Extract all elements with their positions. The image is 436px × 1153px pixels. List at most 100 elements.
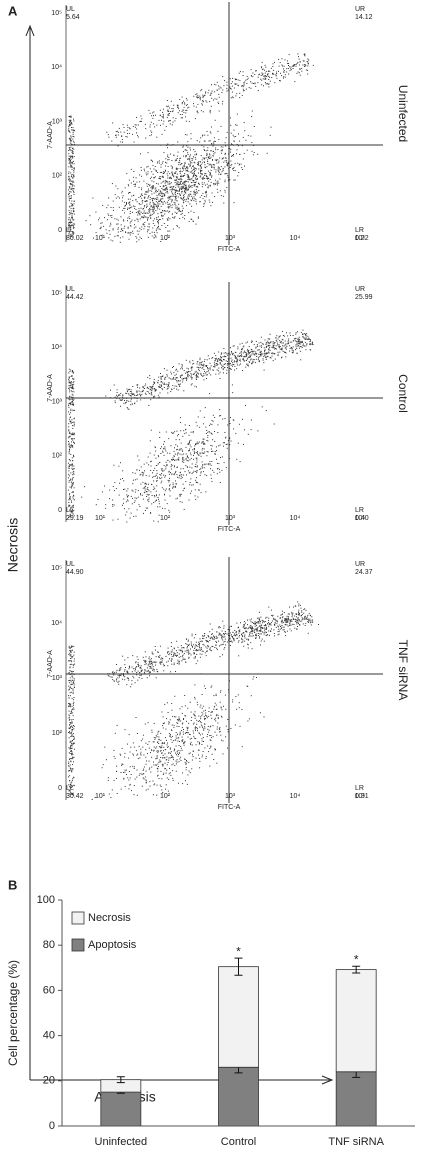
event-dot: [139, 181, 141, 183]
event-dot: [148, 229, 150, 231]
event-dot: [197, 720, 199, 722]
event-dot: [72, 233, 74, 235]
event-dot: [68, 175, 70, 177]
event-dot: [285, 343, 287, 345]
event-dot: [250, 354, 252, 356]
event-dot: [71, 123, 73, 124]
event-dot: [121, 138, 123, 140]
event-dot: [298, 623, 299, 625]
event-dot: [196, 93, 198, 95]
event-dot: [168, 489, 170, 491]
event-dot: [216, 473, 218, 475]
event-dot: [150, 512, 152, 514]
event-dot: [260, 351, 262, 353]
event-dot: [124, 771, 126, 773]
event-dot: [275, 75, 277, 77]
event-dot: [171, 171, 173, 173]
event-dot: [265, 357, 267, 359]
event-dot: [267, 73, 269, 75]
event-dot: [148, 501, 150, 503]
event-dot: [155, 198, 157, 200]
event-dot: [216, 162, 218, 164]
event-dot: [214, 454, 216, 455]
event-dot: [170, 734, 171, 736]
event-dot: [268, 349, 270, 351]
event-dot: [109, 233, 111, 235]
event-dot: [156, 480, 157, 482]
event-dot: [151, 749, 153, 751]
event-dot: [185, 116, 187, 118]
event-dot: [70, 422, 72, 424]
event-dot: [156, 750, 158, 752]
event-dot: [190, 431, 192, 433]
event-dot: [235, 696, 237, 697]
event-dot: [107, 134, 109, 136]
event-dot: [193, 373, 195, 375]
event-dot: [121, 763, 123, 765]
event-dot: [232, 134, 234, 136]
event-dot: [190, 384, 192, 386]
event-dot: [158, 119, 160, 121]
event-dot: [248, 365, 249, 367]
event-dot: [69, 198, 71, 200]
event-dot: [252, 628, 254, 630]
event-dot: [135, 515, 137, 517]
event-dot: [261, 72, 263, 74]
event-dot: [182, 659, 184, 660]
event-dot: [144, 221, 146, 223]
event-dot: [134, 206, 136, 207]
event-dot: [203, 146, 205, 148]
event-dot: [172, 367, 173, 368]
event-dot: [73, 418, 75, 420]
event-dot: [134, 472, 136, 474]
event-dot: [195, 375, 197, 377]
event-dot: [224, 166, 226, 168]
event-dot: [186, 728, 188, 730]
event-dot: [137, 753, 139, 755]
event-dot: [206, 183, 208, 185]
event-dot: [138, 390, 140, 392]
event-dot: [156, 136, 158, 138]
event-dot: [147, 152, 149, 154]
event-dot: [207, 92, 209, 94]
event-dot: [291, 351, 293, 353]
event-dot: [248, 352, 250, 354]
event-dot: [260, 640, 262, 642]
event-dot: [265, 83, 267, 85]
event-dot: [111, 676, 113, 678]
event-dot: [139, 387, 141, 389]
event-dot: [284, 351, 285, 353]
event-dot: [210, 92, 212, 94]
event-dot: [69, 516, 71, 518]
event-dot: [225, 708, 227, 710]
event-dot: [143, 766, 145, 768]
event-dot: [232, 353, 234, 355]
event-dot: [169, 198, 171, 200]
event-dot: [210, 474, 212, 476]
event-dot: [105, 504, 107, 506]
event-dot: [127, 227, 129, 229]
event-dot: [73, 506, 74, 508]
event-dot: [212, 166, 214, 168]
event-dot: [199, 165, 201, 167]
event-dot: [71, 127, 72, 128]
event-dot: [182, 381, 184, 383]
event-dot: [164, 446, 166, 448]
event-dot: [156, 767, 158, 769]
event-dot: [264, 72, 266, 74]
event-dot: [72, 384, 73, 386]
event-dot: [172, 108, 174, 110]
event-dot: [91, 799, 93, 800]
event-dot: [248, 635, 250, 637]
event-dot: [154, 176, 156, 178]
event-dot: [144, 651, 146, 653]
event-dot: [175, 483, 177, 484]
event-dot: [169, 485, 170, 487]
event-dot: [194, 192, 196, 194]
event-dot: [130, 495, 132, 497]
event-dot: [280, 348, 282, 350]
event-dot: [214, 119, 216, 121]
event-dot: [194, 162, 196, 164]
event-dot: [294, 618, 296, 620]
event-dot: [199, 370, 201, 372]
